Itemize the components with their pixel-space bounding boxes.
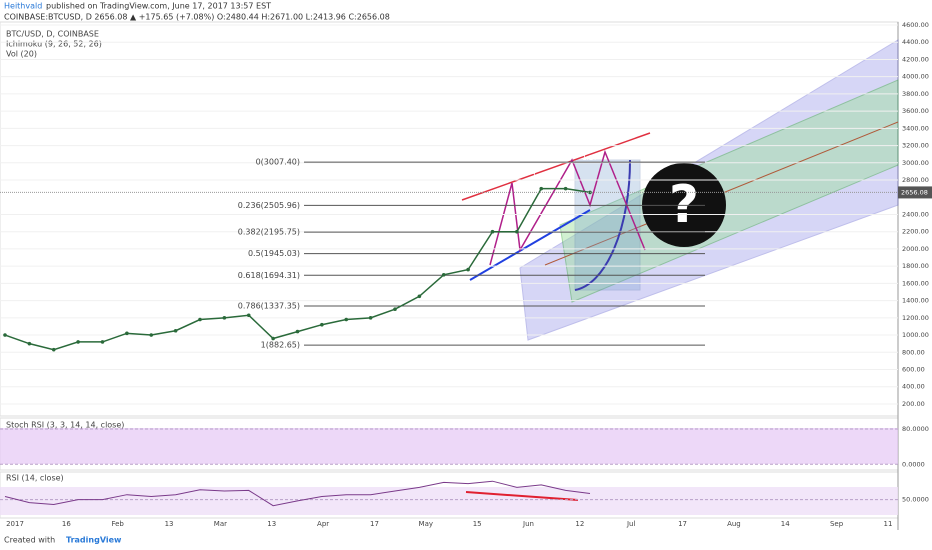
price-point [417, 294, 422, 299]
price-point [563, 186, 568, 191]
y-tick-label: 1400.00 [902, 297, 929, 305]
y-tick-label: 2000.00 [902, 245, 929, 253]
price-point [393, 307, 397, 312]
y-tick-label: 50.0000 [902, 496, 929, 504]
y-tick-label: 2800.00 [902, 176, 929, 184]
x-tick-label: Jun [522, 520, 534, 528]
y-tick-label: 1000.00 [902, 331, 929, 339]
y-tick-label: 1200.00 [902, 314, 929, 322]
fib-label: 0.382(2195.75) [238, 228, 300, 237]
pitchfork [461, 39, 899, 501]
ratio-label: 1.27 [582, 154, 598, 162]
x-tick-label: Feb [111, 520, 124, 528]
footer-created: Created with [4, 536, 55, 545]
y-tick-label: 600.00 [902, 365, 925, 373]
y-tick-label: 2200.00 [902, 228, 929, 236]
stoch-band [0, 428, 898, 464]
price-point [198, 317, 202, 322]
y-tick-label: 4400.00 [902, 38, 929, 46]
last-price-label: 2656.08 [901, 188, 928, 196]
y-tick-label: 1600.00 [902, 279, 929, 287]
price-point [539, 186, 544, 191]
y-tick-label: 2400.00 [902, 210, 929, 218]
x-tick-label: Apr [317, 520, 329, 528]
x-tick-label: 15 [473, 520, 482, 528]
pane-title: Stoch RSI (3, 3, 14, 14, close) [6, 421, 124, 430]
last-price-tag [898, 186, 932, 199]
panes [0, 21, 899, 530]
x-tick-label: Mar [214, 520, 227, 528]
x-tick-label: Sep [830, 520, 844, 528]
price-point [51, 347, 56, 352]
published: published on TradingView.com, June 17, 2… [46, 2, 271, 11]
price-point [173, 328, 178, 333]
x-tick-label: 17 [370, 520, 379, 528]
y-tick-label: 800.00 [902, 348, 925, 356]
price-point [295, 329, 300, 334]
price-point [320, 322, 324, 327]
legend-item: BTC/USD, D, COINBASE [6, 30, 99, 39]
fib-label: 0.786(1337.35) [238, 301, 300, 310]
x-tick-label: 14 [781, 520, 790, 528]
price-point [149, 333, 154, 337]
price-point [441, 272, 446, 277]
price-point [515, 229, 519, 234]
x-tick-label: 13 [165, 520, 174, 528]
price-point [76, 340, 80, 344]
y-tick-label: 0.0000 [902, 460, 925, 468]
y-tick-label: 3600.00 [902, 107, 929, 115]
x-tick-label: Aug [727, 520, 741, 528]
price-point [490, 229, 495, 234]
y-tick-label: 4200.00 [902, 55, 929, 63]
price-point [271, 336, 275, 341]
fib-label: 0.236(2505.96) [238, 201, 300, 210]
rsi-band [0, 487, 898, 515]
y-tick-label: 3200.00 [902, 142, 929, 150]
y-tick-label: 4600.00 [902, 21, 929, 29]
x-tick-label: 16 [62, 520, 71, 528]
fib-label: 0.618(1694.31) [238, 271, 300, 280]
x-tick-label: May [419, 520, 433, 528]
trend-line [469, 209, 591, 281]
price-point [125, 331, 129, 336]
y-tick-label: 400.00 [902, 383, 925, 391]
y-tick-label: 3400.00 [902, 124, 929, 132]
rsi-line [4, 480, 591, 507]
fib-label: 0.5(1945.03) [248, 249, 300, 258]
price-point [246, 313, 251, 318]
x-tick-label: 11 [883, 520, 892, 528]
legend-item: Vol (20) [6, 50, 37, 59]
x-tick-label: Jul [626, 520, 636, 528]
x-tick-label: 12 [575, 520, 584, 528]
price-point [368, 316, 373, 320]
x-tick-label: 13 [267, 520, 276, 528]
author: Heithvald [4, 2, 42, 11]
symbol-line: COINBASE:BTCUSD, D 2656.08 ▲ +175.65 (+7… [4, 13, 390, 22]
y-tick-label: 3000.00 [902, 159, 929, 167]
ratio-label: 1.31 [532, 172, 548, 180]
x-tick-label: 17 [678, 520, 687, 528]
y-tick-label: 3800.00 [902, 90, 929, 98]
fib-label: 0(3007.40) [256, 158, 300, 167]
price-point [222, 316, 227, 320]
price-point [466, 267, 470, 272]
y-tick-label: 80.0000 [902, 425, 929, 433]
trend-line [461, 132, 651, 201]
y-tick-label: 200.00 [902, 400, 925, 408]
price-point [100, 340, 105, 344]
pane-title: RSI (14, close) [6, 474, 64, 483]
y-tick-label: 1800.00 [902, 262, 929, 270]
footer-brand: TradingView [66, 536, 122, 545]
price-point [3, 333, 7, 337]
zigzag [489, 149, 646, 266]
fib-label: 1(882.65) [261, 341, 300, 350]
legend-item: Ichimoku (9, 26, 52, 26) [6, 40, 102, 49]
rsi-divergence [465, 491, 579, 501]
x-tick-label: 2017 [6, 520, 24, 528]
price-point [27, 341, 32, 346]
fib-arc [574, 159, 632, 291]
price-point [344, 317, 349, 322]
y-tick-label: 4000.00 [902, 73, 929, 81]
